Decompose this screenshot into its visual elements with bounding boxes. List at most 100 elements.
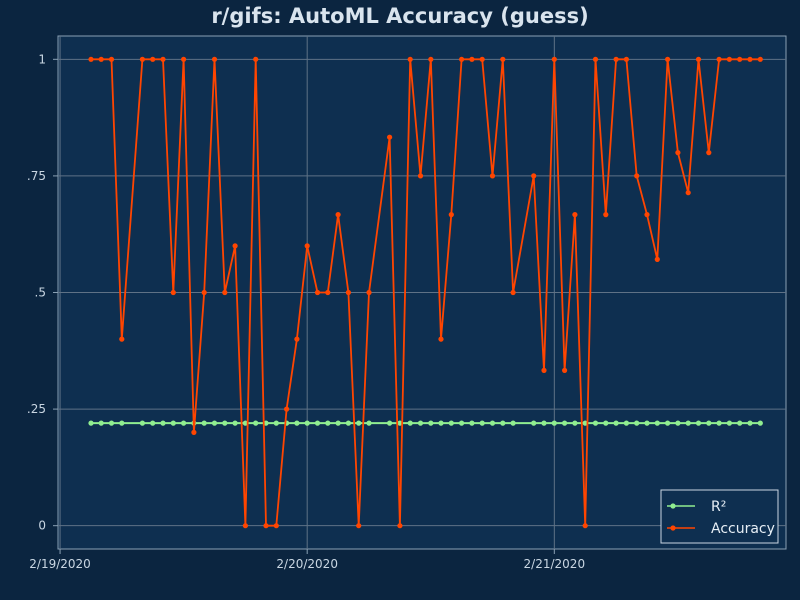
y-tick-label: .75 (27, 169, 46, 183)
data-point-accuracy (685, 190, 691, 196)
axes: 0 .25 .5 .75 1 2/19/2020 2/20/2020 2/21/2020 (27, 52, 585, 571)
data-point-accuracy (417, 173, 424, 179)
data-point-r2 (644, 420, 650, 426)
legend-swatch-marker (670, 525, 676, 531)
data-point-accuracy (469, 56, 475, 62)
data-point-r2 (232, 420, 238, 426)
data-point-r2 (263, 420, 269, 426)
data-point-accuracy (397, 523, 403, 529)
data-point-accuracy (294, 336, 300, 342)
data-point-accuracy (654, 256, 660, 262)
data-point-accuracy (489, 173, 496, 179)
data-point-r2 (675, 420, 681, 426)
data-point-accuracy (623, 56, 630, 62)
data-point-r2 (747, 420, 753, 426)
data-point-r2 (551, 420, 557, 426)
data-point-accuracy (407, 56, 413, 62)
data-point-r2 (623, 420, 630, 426)
data-point-r2 (417, 420, 424, 426)
data-point-r2 (613, 420, 619, 426)
y-tick-label: 0 (38, 519, 46, 533)
grid (58, 36, 786, 549)
data-point-accuracy (737, 56, 743, 62)
data-point-r2 (397, 420, 403, 426)
data-point-accuracy (139, 56, 145, 62)
data-point-accuracy (345, 289, 351, 296)
data-point-r2 (737, 420, 743, 426)
data-point-r2 (665, 420, 671, 426)
data-point-r2 (469, 420, 475, 426)
series-layer (88, 56, 763, 529)
data-point-accuracy (181, 56, 187, 62)
legend-box (660, 489, 779, 544)
data-point-accuracy (222, 289, 228, 296)
data-point-accuracy (665, 56, 671, 62)
data-point-r2 (407, 420, 413, 426)
data-point-r2 (211, 420, 218, 426)
data-point-r2 (695, 420, 702, 426)
data-point-r2 (170, 420, 176, 426)
data-point-r2 (510, 420, 516, 426)
data-point-accuracy (160, 56, 166, 62)
data-point-accuracy (88, 56, 94, 62)
legend-label: Accuracy (711, 521, 775, 537)
data-point-accuracy (582, 523, 588, 529)
data-point-accuracy (757, 56, 763, 62)
data-point-accuracy (500, 56, 506, 62)
data-point-r2 (335, 420, 341, 426)
data-point-r2 (500, 420, 506, 426)
data-point-r2 (273, 420, 279, 426)
data-point-r2 (757, 420, 763, 426)
data-point-r2 (150, 420, 156, 426)
data-point-r2 (685, 420, 691, 426)
data-point-r2 (201, 420, 207, 426)
data-point-r2 (345, 420, 351, 426)
data-point-r2 (706, 420, 712, 426)
data-point-accuracy (747, 56, 753, 62)
data-point-accuracy (531, 173, 537, 179)
data-point-accuracy (459, 56, 465, 62)
data-point-accuracy (150, 56, 156, 62)
data-point-accuracy (438, 336, 444, 342)
x-tick-label: 2/19/2020 (29, 557, 91, 571)
data-point-r2 (242, 420, 248, 426)
data-point-accuracy (253, 56, 259, 62)
data-point-accuracy (263, 523, 269, 529)
data-point-accuracy (325, 289, 331, 296)
data-point-accuracy (366, 289, 372, 296)
data-point-accuracy (592, 56, 599, 62)
data-point-r2 (119, 420, 125, 426)
data-point-r2 (603, 420, 609, 426)
data-point-accuracy (170, 289, 176, 296)
data-point-accuracy (716, 56, 722, 62)
data-point-r2 (541, 420, 547, 426)
data-point-r2 (479, 420, 485, 426)
data-point-r2 (438, 420, 444, 426)
data-point-accuracy (108, 56, 115, 62)
data-point-accuracy (695, 56, 702, 62)
data-point-accuracy (119, 336, 125, 342)
data-point-r2 (108, 420, 115, 426)
chart-title: r/gifs: AutoML Accuracy (guess) (211, 4, 589, 28)
data-point-r2 (160, 420, 166, 426)
data-point-r2 (387, 420, 393, 426)
data-point-accuracy (387, 134, 393, 140)
data-point-r2 (428, 420, 434, 426)
series-accuracy (88, 56, 763, 529)
data-point-accuracy (201, 289, 207, 296)
data-point-r2 (726, 420, 733, 426)
data-point-r2 (572, 420, 578, 426)
x-tick-label: 2/20/2020 (276, 557, 338, 571)
data-point-accuracy (613, 56, 619, 62)
legend-label: R² (711, 499, 726, 515)
data-point-accuracy (428, 56, 434, 62)
x-tick-label: 2/21/2020 (524, 557, 586, 571)
data-point-r2 (582, 420, 588, 426)
data-point-r2 (253, 420, 259, 426)
data-point-r2 (489, 420, 496, 426)
data-point-r2 (562, 420, 568, 426)
y-tick-label: .5 (35, 286, 46, 300)
series-r2 (88, 420, 763, 426)
data-point-r2 (531, 420, 537, 426)
